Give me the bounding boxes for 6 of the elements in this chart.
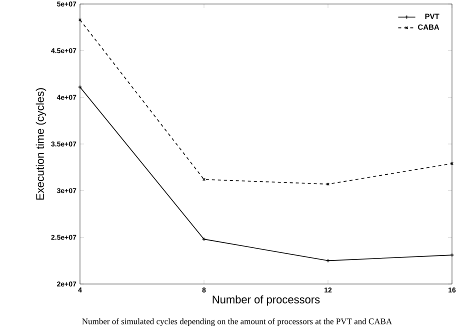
point [326, 258, 330, 263]
x-axis-title: Number of processors [212, 295, 320, 306]
point [202, 237, 206, 242]
point [202, 178, 206, 181]
y-axis-title: Execution time (cycles) [36, 88, 46, 200]
text: Number of simulated cycles depending on the amount of processors at the PVT and CABA [82, 318, 392, 326]
